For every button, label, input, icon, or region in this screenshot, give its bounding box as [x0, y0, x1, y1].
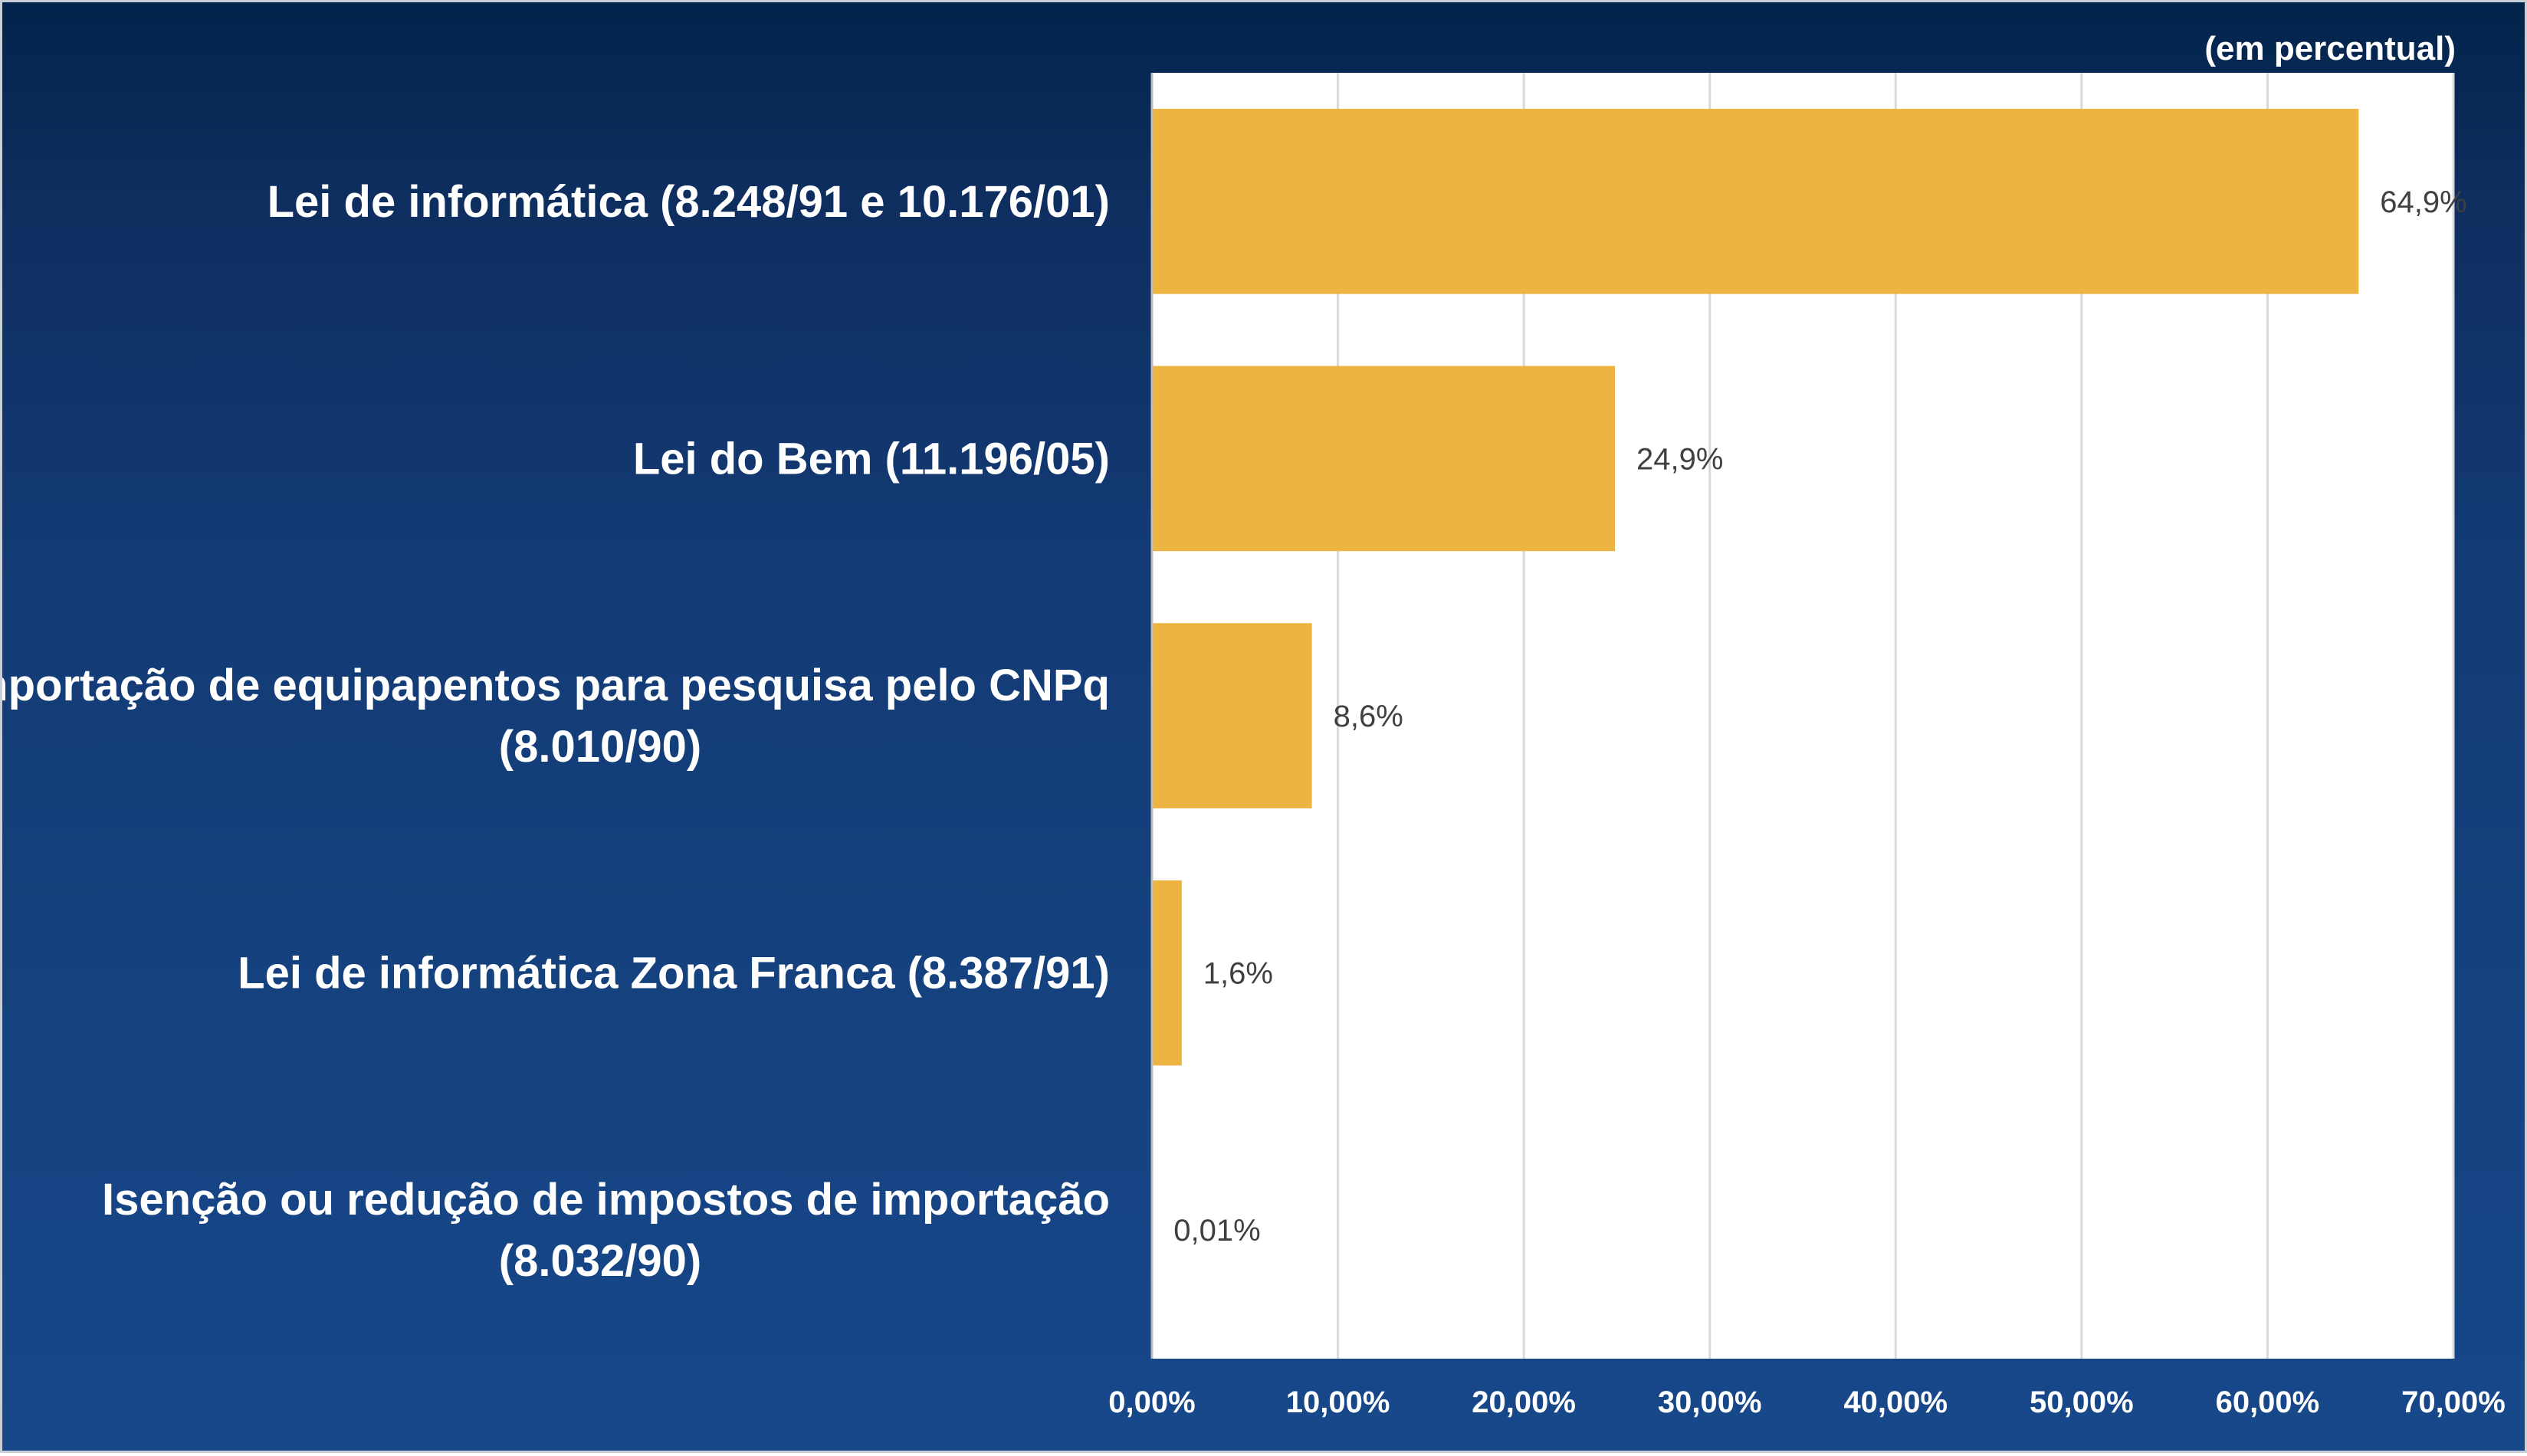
data-label: 1,6%: [1203, 957, 1273, 991]
x-tick-label: 20,00%: [1472, 1385, 1576, 1419]
x-tick-label: 70,00%: [2401, 1385, 2506, 1419]
x-tick-label: 30,00%: [1658, 1385, 1762, 1419]
bar: [1152, 623, 1312, 808]
unit-note: (em percentual): [2204, 30, 2456, 67]
x-tick-label: 60,00%: [2216, 1385, 2320, 1419]
category-label: Lei de informática (8.248/91 e 10.176/01…: [267, 177, 1110, 227]
category-label: (8.032/90): [499, 1236, 701, 1286]
data-label: 0,01%: [1173, 1214, 1260, 1248]
x-tick-label: 40,00%: [1843, 1385, 1948, 1419]
category-label: Isenção ou redução de impostos de import…: [102, 1175, 1110, 1225]
data-label: 24,9%: [1636, 442, 1723, 476]
bar: [1152, 366, 1616, 552]
x-tick-label: 10,00%: [1286, 1385, 1390, 1419]
data-label: 8,6%: [1334, 700, 1403, 733]
x-tick-label: 0,00%: [1108, 1385, 1195, 1419]
category-label: (8.010/90): [499, 722, 701, 772]
category-label: Lei de informática Zona Franca (8.387/91…: [238, 949, 1110, 999]
bar: [1152, 880, 1182, 1066]
x-tick-label: 50,00%: [2030, 1385, 2134, 1419]
category-label: Lei do Bem (11.196/05): [633, 434, 1110, 484]
data-label: 64,9%: [2380, 185, 2466, 219]
bar: [1152, 108, 2359, 294]
category-label: Importação de equipapentos para pesquisa…: [2, 661, 1110, 710]
